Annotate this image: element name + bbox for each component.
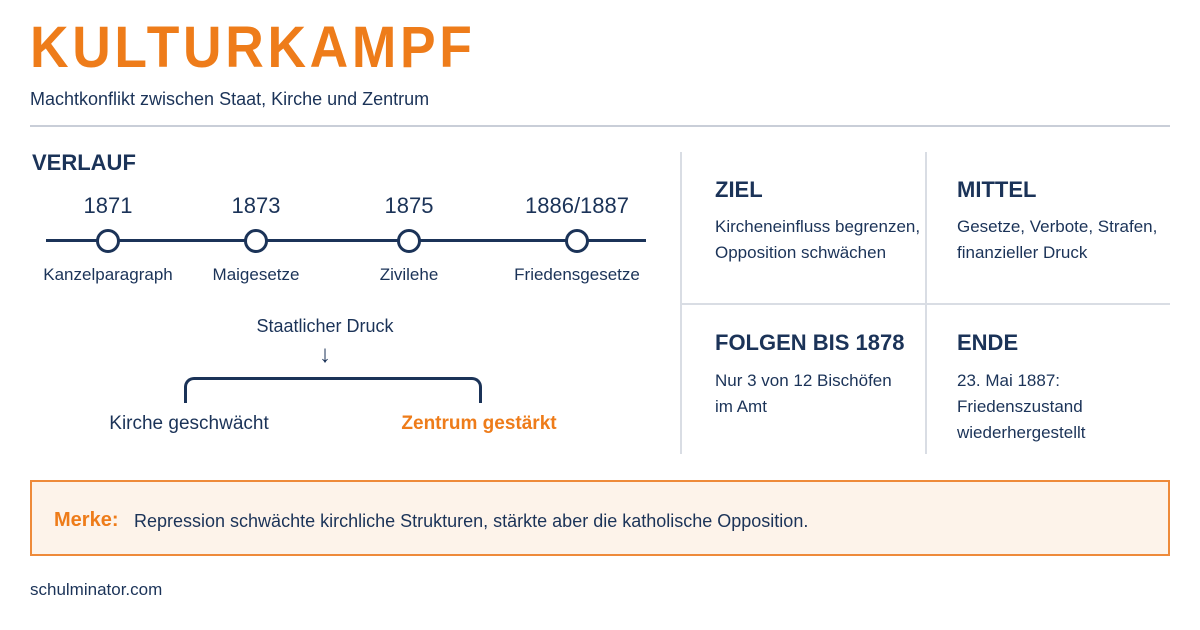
cell-line: Friedenszustand bbox=[957, 397, 1083, 416]
page-title: KULTURKAMPF bbox=[30, 15, 476, 80]
cell-heading: FOLGEN BIS 1878 bbox=[715, 330, 905, 355]
timeline-marker bbox=[96, 229, 120, 253]
timeline-year: 1886/1887 bbox=[525, 193, 629, 218]
timeline-year: 1871 bbox=[83, 193, 133, 218]
cell-line: Gesetze, Verbote, Strafen, bbox=[957, 217, 1158, 236]
timeline-heading: VERLAUF bbox=[32, 150, 136, 175]
cell-line: finanzieller Druck bbox=[957, 243, 1088, 262]
timeline-marker bbox=[397, 229, 421, 253]
merke-note: Merke: Repression schwächte kirchliche S… bbox=[30, 480, 1170, 556]
cell-line: Opposition schwächen bbox=[715, 243, 887, 262]
cell-line: Kircheneinfluss begrenzen, bbox=[715, 217, 921, 236]
timeline-axis bbox=[46, 239, 646, 242]
footer-site: schulminator.com bbox=[30, 580, 163, 599]
page-subtitle: Machtkonflikt zwischen Staat, Kirche und… bbox=[30, 89, 430, 109]
merke-text: Repression schwächte kirchliche Struktur… bbox=[134, 511, 809, 531]
timeline-event-label: Friedensgesetze bbox=[514, 265, 640, 284]
cell-line: wiederhergestellt bbox=[957, 423, 1086, 442]
timeline-year: 1873 bbox=[231, 193, 281, 218]
arrow-down-icon: ↓ bbox=[319, 341, 331, 368]
grid-divider bbox=[682, 303, 1170, 305]
zentrum-strengthened-label: Zentrum gestärkt bbox=[401, 413, 557, 434]
timeline-marker bbox=[565, 229, 589, 253]
church-weakened-label: Kirche geschwächt bbox=[109, 413, 269, 434]
cell-line: im Amt bbox=[715, 397, 767, 416]
pressure-label: Staatlicher Druck bbox=[256, 316, 394, 336]
split-bracket bbox=[184, 377, 482, 403]
timeline-marker bbox=[244, 229, 268, 253]
cell-line: Nur 3 von 12 Bischöfen bbox=[715, 371, 892, 390]
cell-heading: MITTEL bbox=[957, 177, 1037, 202]
header-divider bbox=[30, 125, 1170, 127]
cell-text: Gesetze, Verbote, Strafen, finanzieller … bbox=[957, 214, 1157, 266]
merke-label: Merke: bbox=[54, 509, 119, 531]
cell-line: 23. Mai 1887: bbox=[957, 371, 1061, 390]
cell-text: Nur 3 von 12 Bischöfen im Amt bbox=[715, 368, 892, 420]
cell-heading: ZIEL bbox=[715, 177, 763, 202]
cell-text: Kircheneinfluss begrenzen, Opposition sc… bbox=[715, 214, 920, 266]
cell-text: 23. Mai 1887: Friedenszustand wiederherg… bbox=[957, 368, 1086, 446]
timeline-event-label: Kanzelparagraph bbox=[43, 265, 173, 284]
cell-heading: ENDE bbox=[957, 330, 1019, 355]
timeline-event-label: Zivilehe bbox=[379, 265, 439, 284]
timeline-event-label: Maigesetze bbox=[212, 265, 300, 284]
grid-divider bbox=[680, 152, 682, 454]
timeline-year: 1875 bbox=[384, 193, 434, 218]
